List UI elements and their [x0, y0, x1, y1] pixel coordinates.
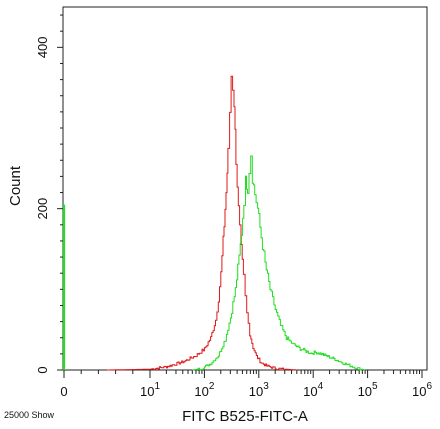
footer-note: 25000 Show [4, 410, 55, 420]
x-tick-label-exponent: 6 [426, 381, 432, 392]
series-layer [62, 75, 366, 371]
x-tick-label-exponent: 2 [209, 381, 215, 392]
x-tick-label-exponent: 5 [372, 381, 378, 392]
x-tick-label-base: 10 [412, 384, 426, 399]
x-tick-label-base: 10 [194, 384, 208, 399]
x-tick-label-base: 10 [303, 384, 317, 399]
y-axis-ticks [57, 14, 63, 371]
y-tick-label: 200 [35, 198, 50, 220]
x-tick-label-exponent: 4 [318, 381, 324, 392]
y-tick-label: 0 [35, 366, 50, 373]
x-tick-label: 104 [303, 381, 323, 399]
x-axis-tick-labels: 0 101 102 103 104 105 106 [60, 381, 432, 399]
x-tick-label-exponent: 1 [154, 381, 160, 392]
y-axis-tick-labels: 0 200 400 [35, 36, 50, 373]
x-tick-label-base: 10 [358, 384, 372, 399]
x-tick-label-exponent: 3 [263, 381, 269, 392]
series-0-line [107, 75, 297, 371]
x-tick-label: 103 [249, 381, 269, 399]
x-tick-label: 0 [60, 384, 67, 399]
x-axis-ticks [63, 370, 423, 378]
x-tick-label: 105 [358, 381, 378, 399]
x-axis-title: FITC B525-FITC-A [182, 408, 308, 425]
y-axis-title: Count [7, 165, 24, 206]
y-tick-label: 400 [35, 36, 50, 58]
x-tick-label-base: 10 [249, 384, 263, 399]
x-tick-label-base: 0 [60, 384, 67, 399]
series-1-line [192, 155, 366, 371]
x-tick-label: 102 [194, 381, 214, 399]
x-tick-label: 101 [140, 381, 160, 399]
x-tick-label: 106 [412, 381, 432, 399]
x-tick-label-base: 10 [140, 384, 154, 399]
